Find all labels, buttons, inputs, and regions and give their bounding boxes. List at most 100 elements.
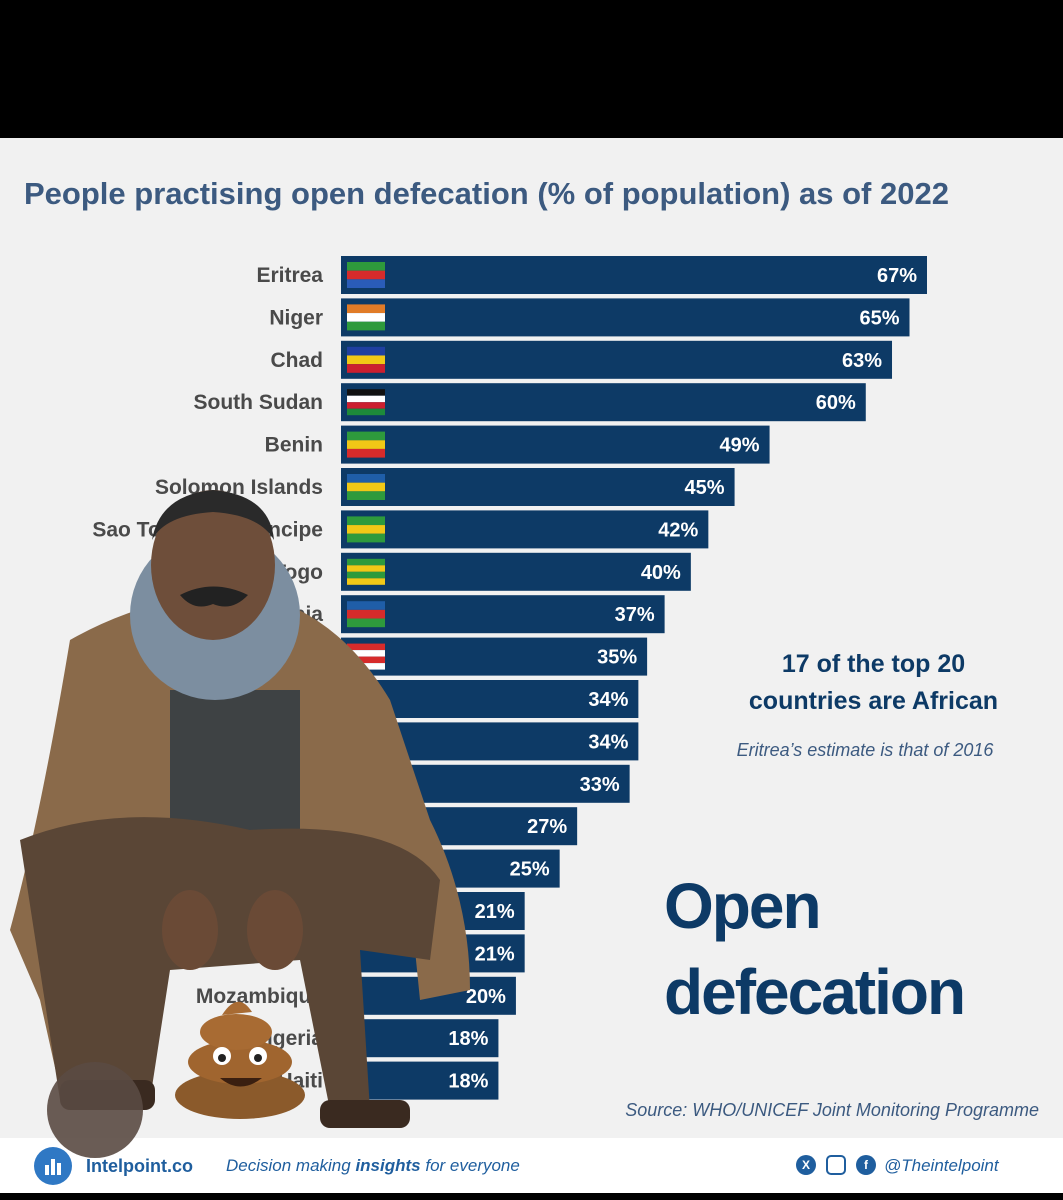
annotation-headline: 17 of the top 20 countries are African xyxy=(706,646,1041,720)
chart-title: People practising open defecation (% of … xyxy=(24,176,949,211)
country-flag-icon xyxy=(347,650,385,657)
value-label: 21% xyxy=(475,943,515,965)
country-label: Eritrea xyxy=(256,264,323,287)
bottom-strip xyxy=(0,1193,1063,1200)
value-label: 20% xyxy=(466,986,506,1008)
value-label: 35% xyxy=(597,647,637,669)
country-flag-icon xyxy=(347,262,385,271)
infographic-panel: People practising open defecation (% of … xyxy=(0,138,1063,1138)
facebook-icon[interactable]: f xyxy=(856,1155,876,1175)
country-flag-icon xyxy=(347,431,385,441)
value-label: 33% xyxy=(580,774,620,796)
big-title-line1: Open xyxy=(664,870,822,942)
value-label: 63% xyxy=(842,350,882,372)
lens-button-icon[interactable] xyxy=(47,1062,143,1158)
country-label: South Sudan xyxy=(194,391,324,414)
value-label: 34% xyxy=(588,689,628,711)
bar xyxy=(341,637,648,676)
bar xyxy=(341,340,893,379)
shoe-right xyxy=(320,1100,410,1128)
value-label: 65% xyxy=(859,307,899,329)
value-label: 27% xyxy=(527,816,567,838)
value-label: 49% xyxy=(720,435,760,457)
man-figure xyxy=(10,490,470,1128)
country-flag-icon xyxy=(347,618,385,628)
x-icon[interactable]: X xyxy=(796,1155,816,1175)
value-label: 45% xyxy=(685,477,725,499)
annotation-headline-line2: countries are African xyxy=(748,687,999,715)
value-label: 40% xyxy=(641,562,681,584)
country-flag-icon xyxy=(347,279,385,288)
value-label: 18% xyxy=(448,1071,488,1093)
annotation-headline-line1: 17 of the top 20 xyxy=(781,650,966,678)
bar xyxy=(341,383,866,422)
left-hand xyxy=(162,890,218,970)
value-label: 37% xyxy=(615,604,655,626)
country-flag-icon xyxy=(347,448,385,458)
country-label: Benin xyxy=(265,434,323,457)
bar xyxy=(341,298,910,337)
country-flag-icon xyxy=(347,395,385,403)
country-flag-icon xyxy=(347,270,385,280)
bar xyxy=(341,468,735,506)
country-flag-icon xyxy=(347,364,385,373)
country-flag-icon xyxy=(347,609,385,619)
country-flag-icon xyxy=(347,355,385,365)
hair xyxy=(152,490,274,540)
bar xyxy=(341,425,770,464)
trousers xyxy=(20,817,440,1110)
big-title: Open defecation xyxy=(664,863,966,1035)
country-flag-icon xyxy=(347,533,385,543)
country-label: Mozambique xyxy=(196,985,323,1008)
country-flag-icon xyxy=(347,313,385,322)
country-flag-icon xyxy=(347,558,385,566)
bar-chart: 67% Eritrea 65% Niger 63% Chad 60% South Sudan 4… xyxy=(92,256,927,1100)
value-label: 67% xyxy=(877,265,917,287)
bar xyxy=(341,510,709,549)
country-flag-icon xyxy=(347,346,385,356)
country-label: Niger xyxy=(269,306,323,329)
instagram-icon[interactable] xyxy=(826,1155,846,1175)
brand-name[interactable]: Intelpoint.co xyxy=(86,1156,193,1176)
country-flag-icon xyxy=(347,571,385,579)
country-flag-icon xyxy=(347,402,385,409)
country-flag-icon xyxy=(347,321,385,331)
bar xyxy=(341,552,691,591)
value-label: 25% xyxy=(510,859,550,881)
bar xyxy=(341,256,927,294)
annotation-note: Eritrea’s estimate is that of 2016 xyxy=(736,740,994,760)
country-flag-icon xyxy=(347,389,385,396)
mustache xyxy=(180,586,248,607)
country-flag-icon xyxy=(347,656,385,664)
country-flag-icon xyxy=(347,601,385,610)
value-label: 60% xyxy=(816,392,856,414)
bar xyxy=(341,595,665,634)
country-flag-icon xyxy=(347,565,385,572)
country-flag-icon xyxy=(347,482,385,492)
right-hand xyxy=(247,890,303,970)
country-flag-icon xyxy=(347,516,385,526)
source-note: Source: WHO/UNICEF Joint Monitoring Prog… xyxy=(625,1100,1039,1120)
head xyxy=(151,490,275,640)
social-handle[interactable]: @Theintelpoint xyxy=(884,1156,999,1175)
country-flag-icon xyxy=(347,440,385,449)
footer-bar: Intelpoint.co Decision making insights f… xyxy=(0,1138,1063,1193)
big-title-line2: defecation xyxy=(664,956,966,1028)
country-flag-icon xyxy=(347,525,385,534)
country-flag-icon xyxy=(347,304,385,314)
value-label: 18% xyxy=(448,1028,488,1050)
value-label: 42% xyxy=(658,519,698,541)
value-label: 21% xyxy=(475,901,515,923)
country-flag-icon xyxy=(347,491,385,500)
country-flag-icon xyxy=(347,643,385,651)
bar xyxy=(341,1019,499,1058)
intelpoint-logo-icon xyxy=(34,1147,72,1185)
poop-emoji-icon xyxy=(175,1001,305,1119)
value-label: 34% xyxy=(588,731,628,753)
tagline: Decision making insights for everyone xyxy=(226,1156,520,1175)
country-label: Chad xyxy=(271,349,324,372)
country-flag-icon xyxy=(347,474,385,483)
country-flag-icon xyxy=(347,578,385,585)
country-flag-icon xyxy=(347,408,385,416)
